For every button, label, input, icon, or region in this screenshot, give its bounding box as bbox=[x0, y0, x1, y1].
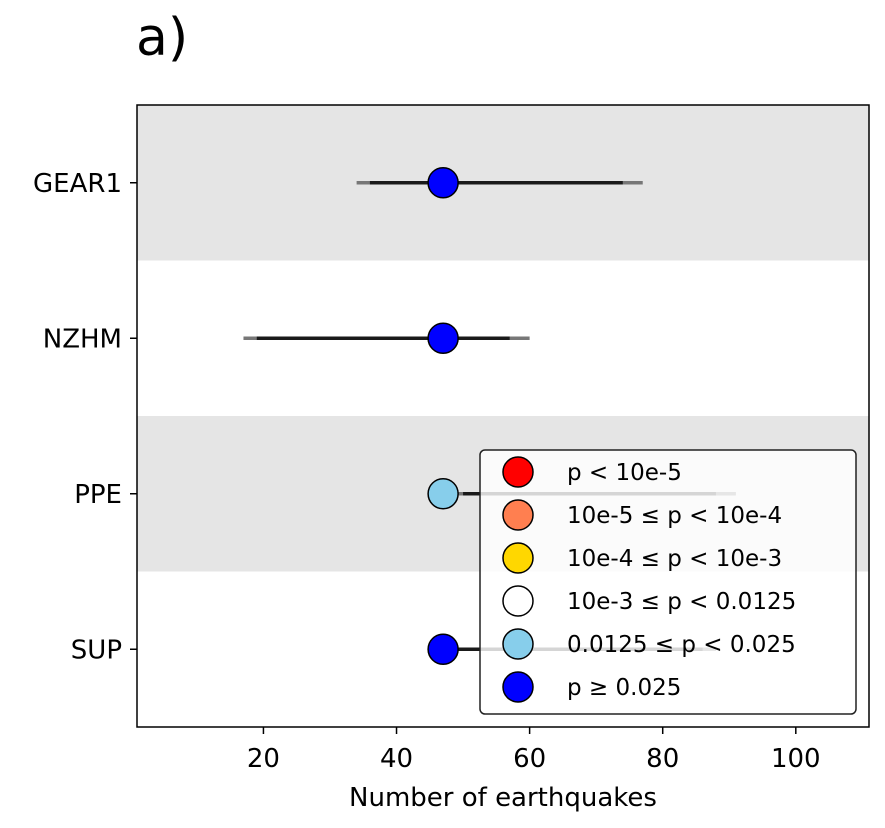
x-axis-label: Number of earthquakes bbox=[349, 783, 657, 813]
y-tick-label-nzhm: NZHM bbox=[43, 324, 122, 354]
x-tick-label-20: 20 bbox=[247, 744, 280, 774]
legend-marker-2 bbox=[502, 499, 534, 531]
panel-label: a) bbox=[136, 8, 189, 68]
observed-marker-gear1 bbox=[427, 167, 459, 199]
y-tick-label-gear1: GEAR1 bbox=[33, 169, 122, 199]
plot-frame bbox=[136, 104, 870, 728]
x-tick-label-40: 40 bbox=[380, 744, 413, 774]
legend-label-3: 10e-4 ≤ p < 10e-3 bbox=[567, 546, 782, 572]
observed-marker-ppe bbox=[427, 478, 459, 510]
legend-marker-1 bbox=[502, 456, 534, 488]
y-tick-label-sup: SUP bbox=[71, 635, 122, 665]
observed-marker-nzhm bbox=[427, 322, 459, 354]
legend-label-6: p ≥ 0.025 bbox=[567, 675, 681, 701]
legend-label-4: 10e-3 ≤ p < 0.0125 bbox=[567, 589, 796, 615]
legend-marker-3 bbox=[502, 542, 534, 574]
legend: p < 10e-5 10e-5 ≤ p < 10e-4 10e-4 ≤ p < 10… bbox=[479, 449, 857, 715]
y-tick-label-ppe: PPE bbox=[74, 480, 122, 510]
x-tick-label-80: 80 bbox=[646, 744, 679, 774]
legend-marker-4 bbox=[502, 585, 534, 617]
observed-marker-sup bbox=[427, 633, 459, 665]
legend-label-2: 10e-5 ≤ p < 10e-4 bbox=[567, 503, 782, 529]
legend-box bbox=[479, 449, 857, 715]
legend-marker-6 bbox=[502, 671, 534, 703]
legend-label-5: 0.0125 ≤ p < 0.025 bbox=[567, 632, 796, 658]
legend-marker-5 bbox=[502, 628, 534, 660]
x-tick-label-100: 100 bbox=[771, 744, 821, 774]
legend-label-1: p < 10e-5 bbox=[567, 460, 682, 486]
x-tick-label-60: 60 bbox=[513, 744, 546, 774]
